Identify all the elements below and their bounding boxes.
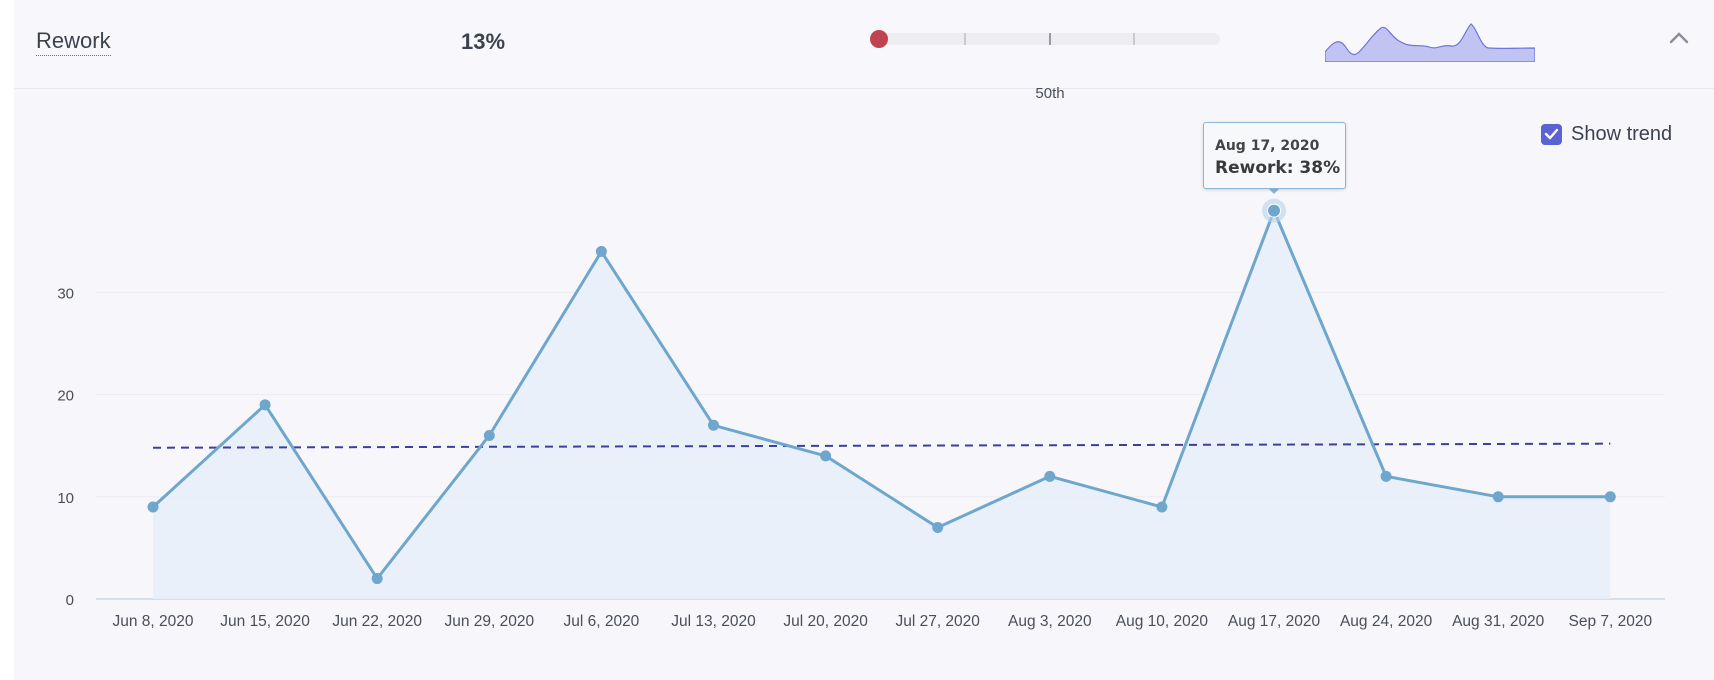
x-tick-label: Aug 17, 2020 <box>1228 613 1321 630</box>
data-point <box>1604 491 1616 503</box>
data-point <box>820 450 832 462</box>
x-tick-label: Aug 24, 2020 <box>1340 613 1433 630</box>
metric-name[interactable]: Rework <box>36 28 111 56</box>
x-tick-label: Jun 29, 2020 <box>444 613 534 630</box>
trend-line <box>152 442 1611 449</box>
benchmark-tick <box>1133 33 1135 45</box>
data-point <box>259 399 271 411</box>
sparkline <box>1325 23 1535 62</box>
y-tick-label: 0 <box>66 592 74 609</box>
tooltip-date: Aug 17, 2020 <box>1215 138 1320 154</box>
benchmark-tick <box>1049 33 1051 45</box>
area-fill <box>153 210 1611 599</box>
show-trend-toggle[interactable]: Show trend <box>1541 122 1672 146</box>
x-tick-label: Jul 6, 2020 <box>563 613 639 630</box>
x-tick-label: Jul 27, 2020 <box>895 613 980 630</box>
x-tick-label: Jul 13, 2020 <box>671 613 756 630</box>
checkbox-checked-icon[interactable] <box>1541 123 1562 145</box>
tooltip-pointer <box>1266 186 1282 194</box>
benchmark-marker <box>870 30 888 48</box>
data-point <box>932 521 944 533</box>
sparkline-area <box>1325 23 1535 62</box>
data-point <box>1044 470 1056 482</box>
chevron-up-icon[interactable] <box>1668 30 1690 44</box>
x-tick-label: Jun 8, 2020 <box>112 613 193 630</box>
data-point <box>483 429 495 441</box>
benchmark-label: 50th <box>1035 85 1065 102</box>
data-point <box>147 501 159 513</box>
x-tick-label: Jun 22, 2020 <box>332 613 422 630</box>
benchmark-tick <box>964 33 966 45</box>
x-tick-label: Aug 10, 2020 <box>1116 613 1209 630</box>
x-tick-label: Sep 7, 2020 <box>1568 613 1652 630</box>
benchmark-bar: 50th <box>870 30 1220 102</box>
y-tick-label: 30 <box>57 285 74 302</box>
data-point-highlighted <box>1267 203 1281 218</box>
x-tick-label: Aug 3, 2020 <box>1008 613 1092 630</box>
x-tick-label: Jun 15, 2020 <box>220 613 310 630</box>
data-point <box>1380 470 1392 482</box>
series-line <box>151 209 1611 581</box>
chart-tooltip: Aug 17, 2020 Rework: 38% <box>1203 122 1346 189</box>
data-point <box>595 246 607 258</box>
data-point <box>1156 501 1168 513</box>
metric-value: 13% <box>461 29 506 54</box>
tooltip-value: Rework: 38% <box>1215 158 1341 178</box>
data-point <box>371 573 383 585</box>
metric-header[interactable]: Rework 13% 50th <box>14 0 1714 102</box>
y-tick-label: 20 <box>57 388 74 405</box>
data-point <box>1492 491 1504 503</box>
show-trend-label: Show trend <box>1571 122 1673 145</box>
y-tick-label: 10 <box>57 490 74 507</box>
x-tick-label: Jul 20, 2020 <box>783 613 868 630</box>
data-point <box>708 419 719 431</box>
x-tick-label: Aug 31, 2020 <box>1452 613 1545 630</box>
